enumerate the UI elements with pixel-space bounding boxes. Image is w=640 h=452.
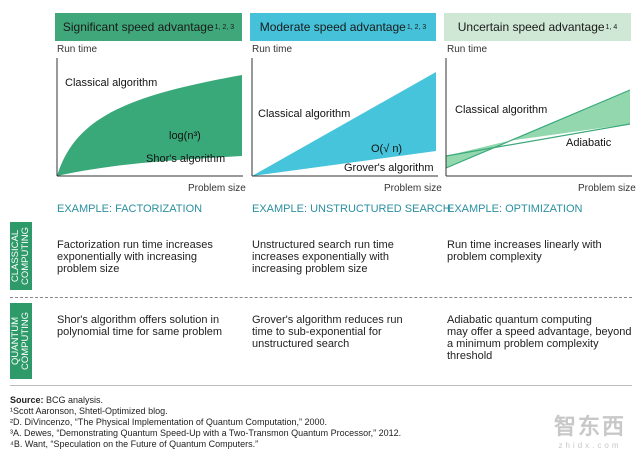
example-factorization: EXAMPLE: FACTORIZATION [57,203,203,215]
classical-computing-label-box: CLASSICAL COMPUTING [10,222,32,290]
header-moderate-refs: 1, 2, 3 [406,23,427,31]
example-unstructured-search: EXAMPLE: UNSTRUCTURED SEARCH [252,203,451,215]
footnote-separator [10,385,632,386]
panel2-x-axis-label: Problem size [384,183,442,194]
panel3-y-axis-label: Run time [447,44,488,55]
panel3-adiabatic-label: Adiabatic [566,137,612,149]
header-uncertain: Uncertain speed advantage 1, 4 [444,13,631,41]
panel1-shor-label: Shor's algorithm [146,153,226,165]
header-significant: Significant speed advantage 1, 2, 3 [55,13,242,41]
panel3-x-axis-label: Problem size [578,183,636,194]
panel2-on-label: O(√ n) [371,143,403,155]
panel2-area [252,72,436,176]
header-significant-text: Significant speed advantage [62,20,214,34]
quantum-desc-unstructured-search: Grover's algorithm reduces run time to s… [252,314,403,350]
panel3-classical-label: Classical algorithm [455,104,548,116]
panel1-chart [56,58,243,177]
watermark-logo: 智东西 zhidx.com [554,409,626,450]
header-significant-refs: 1, 2, 3 [214,23,235,31]
panel3-adiabatic-line [445,89,631,169]
example-optimization: EXAMPLE: OPTIMIZATION [447,203,583,215]
classical-desc-optimization: Run time increases linearly with problem… [447,239,602,263]
classical-desc-unstructured-search: Unstructured search run time increases e… [252,239,394,275]
panel2-classical-label: Classical algorithm [258,108,351,120]
quantum-computing-label-box: QUANTUM COMPUTING [10,303,32,379]
quantum-desc-factorization: Shor's algorithm offers solution in poly… [57,314,223,338]
panel1-y-axis-label: Run time [57,44,98,55]
source-label: Source: [10,395,44,405]
panel1-classical-label: Classical algorithm [65,77,158,89]
quantum-desc-optimization: Adiabatic quantum computing may offer a … [447,314,632,362]
footnote-2: ²D. DiVincenzo, “The Physical Implementa… [10,417,327,427]
header-uncertain-text: Uncertain speed advantage [457,20,605,34]
panel1-logn-label: log(n³) [169,130,201,142]
classical-computing-label: CLASSICAL COMPUTING [10,226,31,286]
source-line: Source: BCG analysis. [10,395,401,406]
header-uncertain-refs: 1, 4 [605,23,618,31]
panel1-x-axis-label: Problem size [188,183,246,194]
row-separator [10,297,632,298]
panel2-y-axis-label: Run time [252,44,293,55]
watermark-cn: 智东西 [553,415,626,440]
panel2-grover-label: Grover's algorithm [344,162,434,174]
footnote-4: ⁴B. Want, “Speculation on the Future of … [10,439,259,449]
header-moderate-text: Moderate speed advantage [259,20,406,34]
classical-desc-factorization: Factorization run time increases exponen… [57,239,213,275]
header-moderate: Moderate speed advantage 1, 2, 3 [250,13,436,41]
panel1-area [57,75,242,176]
footnotes: Source: BCG analysis. ¹Scott Aaronson, S… [10,395,401,450]
panel3-chart [445,58,632,177]
panel2-chart [251,58,438,177]
panel3-classical-line [445,123,631,157]
source-text: BCG analysis. [43,395,104,405]
footnote-1: ¹Scott Aaronson, Shtetl-Optimized blog. [10,406,168,416]
footnote-3: ³A. Dewes, “Demonstrating Quantum Speed-… [10,428,402,438]
watermark-en: zhidx.com [558,441,622,450]
quantum-computing-label: QUANTUM COMPUTING [10,311,31,371]
